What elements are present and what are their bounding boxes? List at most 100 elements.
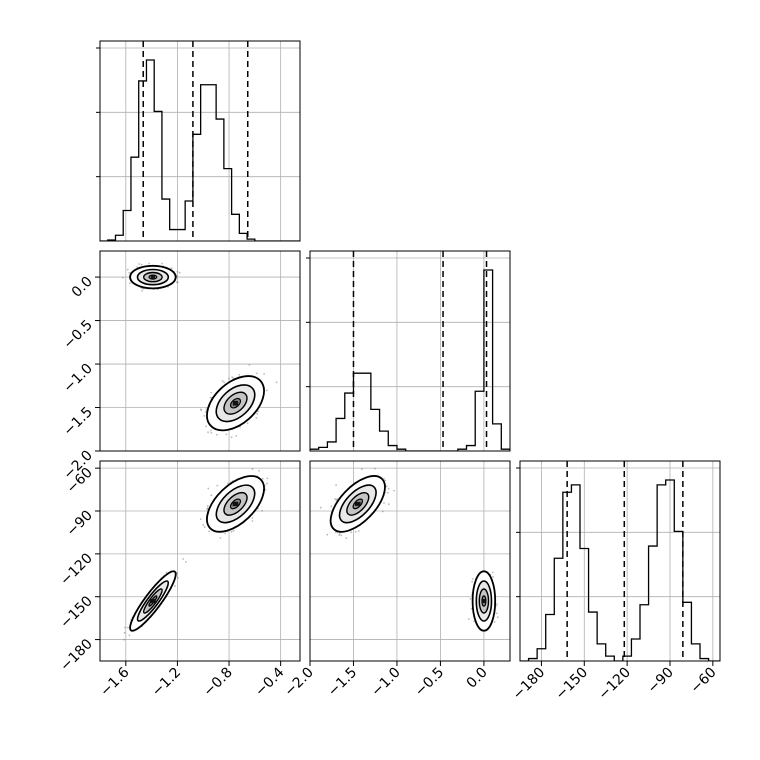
- sample-point: [227, 482, 229, 485]
- sample-point: [210, 391, 213, 394]
- sample-point: [335, 499, 338, 502]
- sample-point: [140, 263, 143, 266]
- sample-point: [223, 381, 226, 384]
- sample-point: [176, 270, 179, 273]
- sample-point: [492, 576, 494, 578]
- sample-point: [225, 433, 228, 436]
- sample-point: [185, 561, 187, 563]
- sample-point: [202, 524, 205, 526]
- sample-point: [206, 507, 209, 510]
- sample-point: [123, 631, 126, 634]
- sample-point: [215, 433, 218, 436]
- sample-point: [199, 518, 202, 520]
- density-peak-1: [232, 400, 239, 406]
- sample-point: [258, 469, 260, 472]
- sample-point: [261, 477, 264, 480]
- scatter-1-2-frame: [309, 460, 511, 662]
- sample-point: [383, 502, 385, 504]
- sample-point: [326, 533, 329, 536]
- sample-point: [360, 468, 363, 470]
- density-peak-0: [481, 599, 487, 603]
- density-peak-0: [149, 599, 156, 603]
- sample-point: [266, 389, 268, 392]
- scatter-panel-1-2: [309, 460, 511, 662]
- hist-2-frame: [519, 460, 721, 662]
- sample-point: [251, 517, 254, 519]
- sample-point: [235, 435, 238, 437]
- sample-point: [354, 531, 357, 533]
- sample-point: [170, 267, 173, 270]
- sample-point: [210, 429, 212, 432]
- sample-point: [122, 276, 124, 279]
- sample-point: [266, 477, 269, 480]
- hist-1-frame: [309, 250, 511, 452]
- sample-point: [248, 364, 251, 366]
- sample-point: [335, 484, 337, 487]
- sample-point: [124, 626, 126, 629]
- sample-point: [209, 396, 212, 399]
- sample-point: [387, 487, 390, 490]
- sample-point: [256, 372, 258, 375]
- density-peak-0: [150, 275, 155, 280]
- sample-point: [385, 485, 388, 488]
- sample-point: [339, 533, 341, 535]
- scatter-0-1-frame: [99, 250, 301, 452]
- scatter-0-2-content: [100, 461, 300, 661]
- hist-panel-1: [306, 250, 511, 452]
- scatter-panel-0-1: [99, 250, 301, 452]
- sample-point: [473, 620, 475, 623]
- sample-point: [496, 603, 498, 606]
- sample-point: [207, 431, 210, 434]
- scatter-panel-0-2: [99, 460, 301, 662]
- sample-point: [177, 281, 179, 284]
- sample-point: [334, 498, 336, 500]
- sample-point: [386, 491, 389, 494]
- sample-point: [230, 436, 233, 439]
- sample-point: [182, 558, 185, 560]
- sample-point: [230, 530, 233, 533]
- sample-point: [319, 506, 322, 509]
- hist-panel-0: [96, 40, 301, 242]
- sample-point: [210, 432, 213, 434]
- sample-point: [219, 537, 222, 539]
- sample-point: [126, 268, 129, 271]
- scatter-1-2-content: [310, 461, 510, 661]
- hist-2-bars: [520, 479, 720, 661]
- sample-point: [383, 477, 385, 480]
- sample-point: [350, 531, 352, 534]
- sample-point: [177, 576, 179, 579]
- sample-point: [200, 409, 203, 412]
- sample-point: [178, 271, 181, 274]
- sample-point: [374, 467, 377, 470]
- sample-point: [471, 580, 473, 583]
- hist-1-bars: [310, 269, 510, 451]
- sample-point: [129, 282, 131, 284]
- sample-point: [203, 526, 206, 529]
- sample-point: [238, 373, 241, 376]
- sample-point: [174, 585, 176, 587]
- sample-point: [165, 571, 168, 574]
- sample-point: [210, 494, 213, 497]
- sample-point: [148, 262, 151, 265]
- sample-point: [470, 608, 473, 610]
- sample-point: [216, 484, 219, 487]
- sample-point: [266, 482, 268, 485]
- sample-point: [496, 616, 499, 619]
- sample-point: [387, 503, 390, 506]
- sample-point: [138, 263, 141, 265]
- sample-point: [231, 376, 234, 378]
- sample-point: [206, 505, 209, 507]
- sample-point: [205, 425, 208, 428]
- sample-point: [136, 266, 139, 268]
- sample-point: [345, 537, 348, 539]
- sample-point: [471, 578, 474, 580]
- sample-point: [123, 638, 125, 641]
- sample-point: [495, 612, 498, 615]
- sample-point: [381, 510, 384, 513]
- sample-point: [128, 271, 131, 274]
- sample-point: [384, 479, 387, 482]
- sample-point: [246, 422, 249, 425]
- sample-point: [493, 621, 496, 623]
